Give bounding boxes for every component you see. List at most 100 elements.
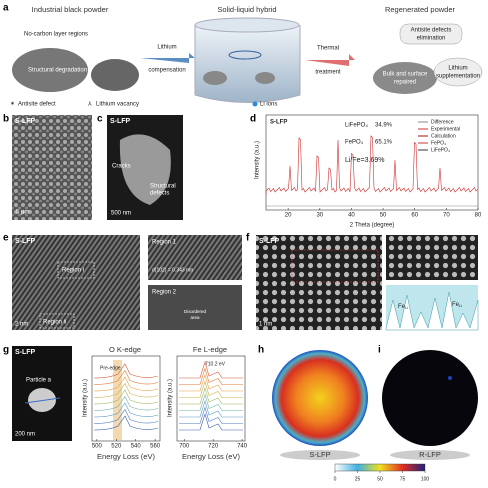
annotation: FeLi [398,304,408,310]
ratio: Li/Fe=3.69% [345,157,385,164]
legend-label: Calculation [431,133,456,139]
powder [12,48,88,92]
d-spacing: d(102) = 0.343 nm [152,267,193,273]
arrow [140,53,195,63]
x-tick-label: 80 [475,213,482,219]
sample-tag: S-LFP [110,118,131,125]
sample-tag: S-LFP [270,120,287,126]
note: Structural [150,184,176,190]
sample-tag: S-LFP [15,238,36,245]
spectrum [93,369,159,385]
spot [448,376,452,380]
x-tick-label: 500 [92,444,103,450]
colorbar-tick-label: 100 [421,476,430,482]
colorbar-tick-label: 25 [355,476,361,482]
x-tick-label: 30 [316,213,323,219]
profile-line [385,291,479,331]
note: Antisite defects [411,28,452,34]
legend: Antisite defect [18,102,56,108]
roi-label: Region ii [43,320,66,326]
stem-image [256,235,382,330]
sem-image [12,115,92,220]
x-tick-label: 720 [208,444,219,450]
plot-title: O K-edge [109,345,141,354]
scale-bar: 2 nm [15,322,28,328]
tem-image [148,285,242,330]
roi-label: Region 1 [152,240,177,246]
colorbar-tick-label: 50 [377,476,383,482]
phase: LiFePO₄ [345,123,368,129]
beaker-top [194,17,300,33]
sample-tag: R-LFP [419,450,441,459]
panel-label: a [3,3,9,14]
legend-icon: ⅄ [87,101,92,108]
note: elimination [417,36,446,42]
roi-label: Region i [62,268,84,274]
spectrum [93,402,159,418]
spectrum [179,367,243,385]
legend-label: Difference [431,119,454,125]
spectrum [93,415,159,431]
panel-a: a Industrial black powder No-carbon laye… [3,3,483,108]
legend: Li ions [260,102,277,108]
plot-frame [265,114,479,211]
scale-bar: 200 nm [15,432,35,438]
sample-tag: S-LFP [309,450,330,459]
annotation: Pre-edge [100,365,121,371]
spectrum [179,360,243,379]
spectrum [179,399,243,418]
roi [291,249,379,283]
x-tick-label: 40 [348,213,355,219]
note: supplementation [436,74,480,80]
annotation: 710.2 eV [205,361,226,367]
arrow [305,54,355,66]
roi [39,313,75,329]
spectrum [93,382,159,398]
spectrum [179,412,243,431]
roi-label: Region 2 [152,290,177,296]
spectrum [179,380,243,398]
x-tick-label: 560 [150,444,161,450]
beaker [194,25,301,103]
stem-image [386,235,478,280]
legend-label: Experimental [431,126,460,132]
x-axis-label: Energy Loss (eV) [97,452,155,461]
heading: Regenerated powder [385,5,456,14]
x-axis-label: 2 Theta (degree) [350,223,395,229]
x-tick-label: 740 [237,444,248,450]
spectrum [179,386,243,405]
powder [255,72,275,84]
y-axis-label: Intensity (a.u.) [168,379,174,417]
note: Disordered [184,309,207,314]
plot-frame [91,355,161,442]
arrow-label: Lithium [157,45,176,51]
x-tick-label: 520 [111,444,122,450]
note: Lithium [448,66,467,72]
spectrum [93,363,159,379]
x-tick-label: 20 [285,213,292,219]
panel-label: f [246,233,250,244]
phase: FePO₄ [345,140,364,146]
colorbar-tick-label: 0 [334,476,337,482]
scale-bar: 5 μm [16,210,29,216]
roi [57,261,95,279]
phase-fraction: 34.9% [375,123,393,129]
annotation: Fe [452,302,460,308]
x-axis-label: Energy Loss (eV) [182,452,240,461]
annotation: Li [405,305,408,310]
annotation: Li [459,303,462,308]
panel-label: h [258,345,264,356]
swirl [228,50,262,60]
particle [119,134,171,205]
spectrum [179,406,243,424]
heading: Solid-liquid hybrid [217,5,276,14]
note: defects [150,191,169,197]
sample-tag: S-LFP [15,118,36,125]
panel-label: g [3,345,9,356]
panel-label: e [3,233,9,244]
powder [203,71,227,85]
x-tick-label: 700 [179,444,190,450]
sample-tag: S-LFP [15,349,36,356]
scale-bar: 500 nm [111,211,131,217]
spectrum [93,395,159,411]
